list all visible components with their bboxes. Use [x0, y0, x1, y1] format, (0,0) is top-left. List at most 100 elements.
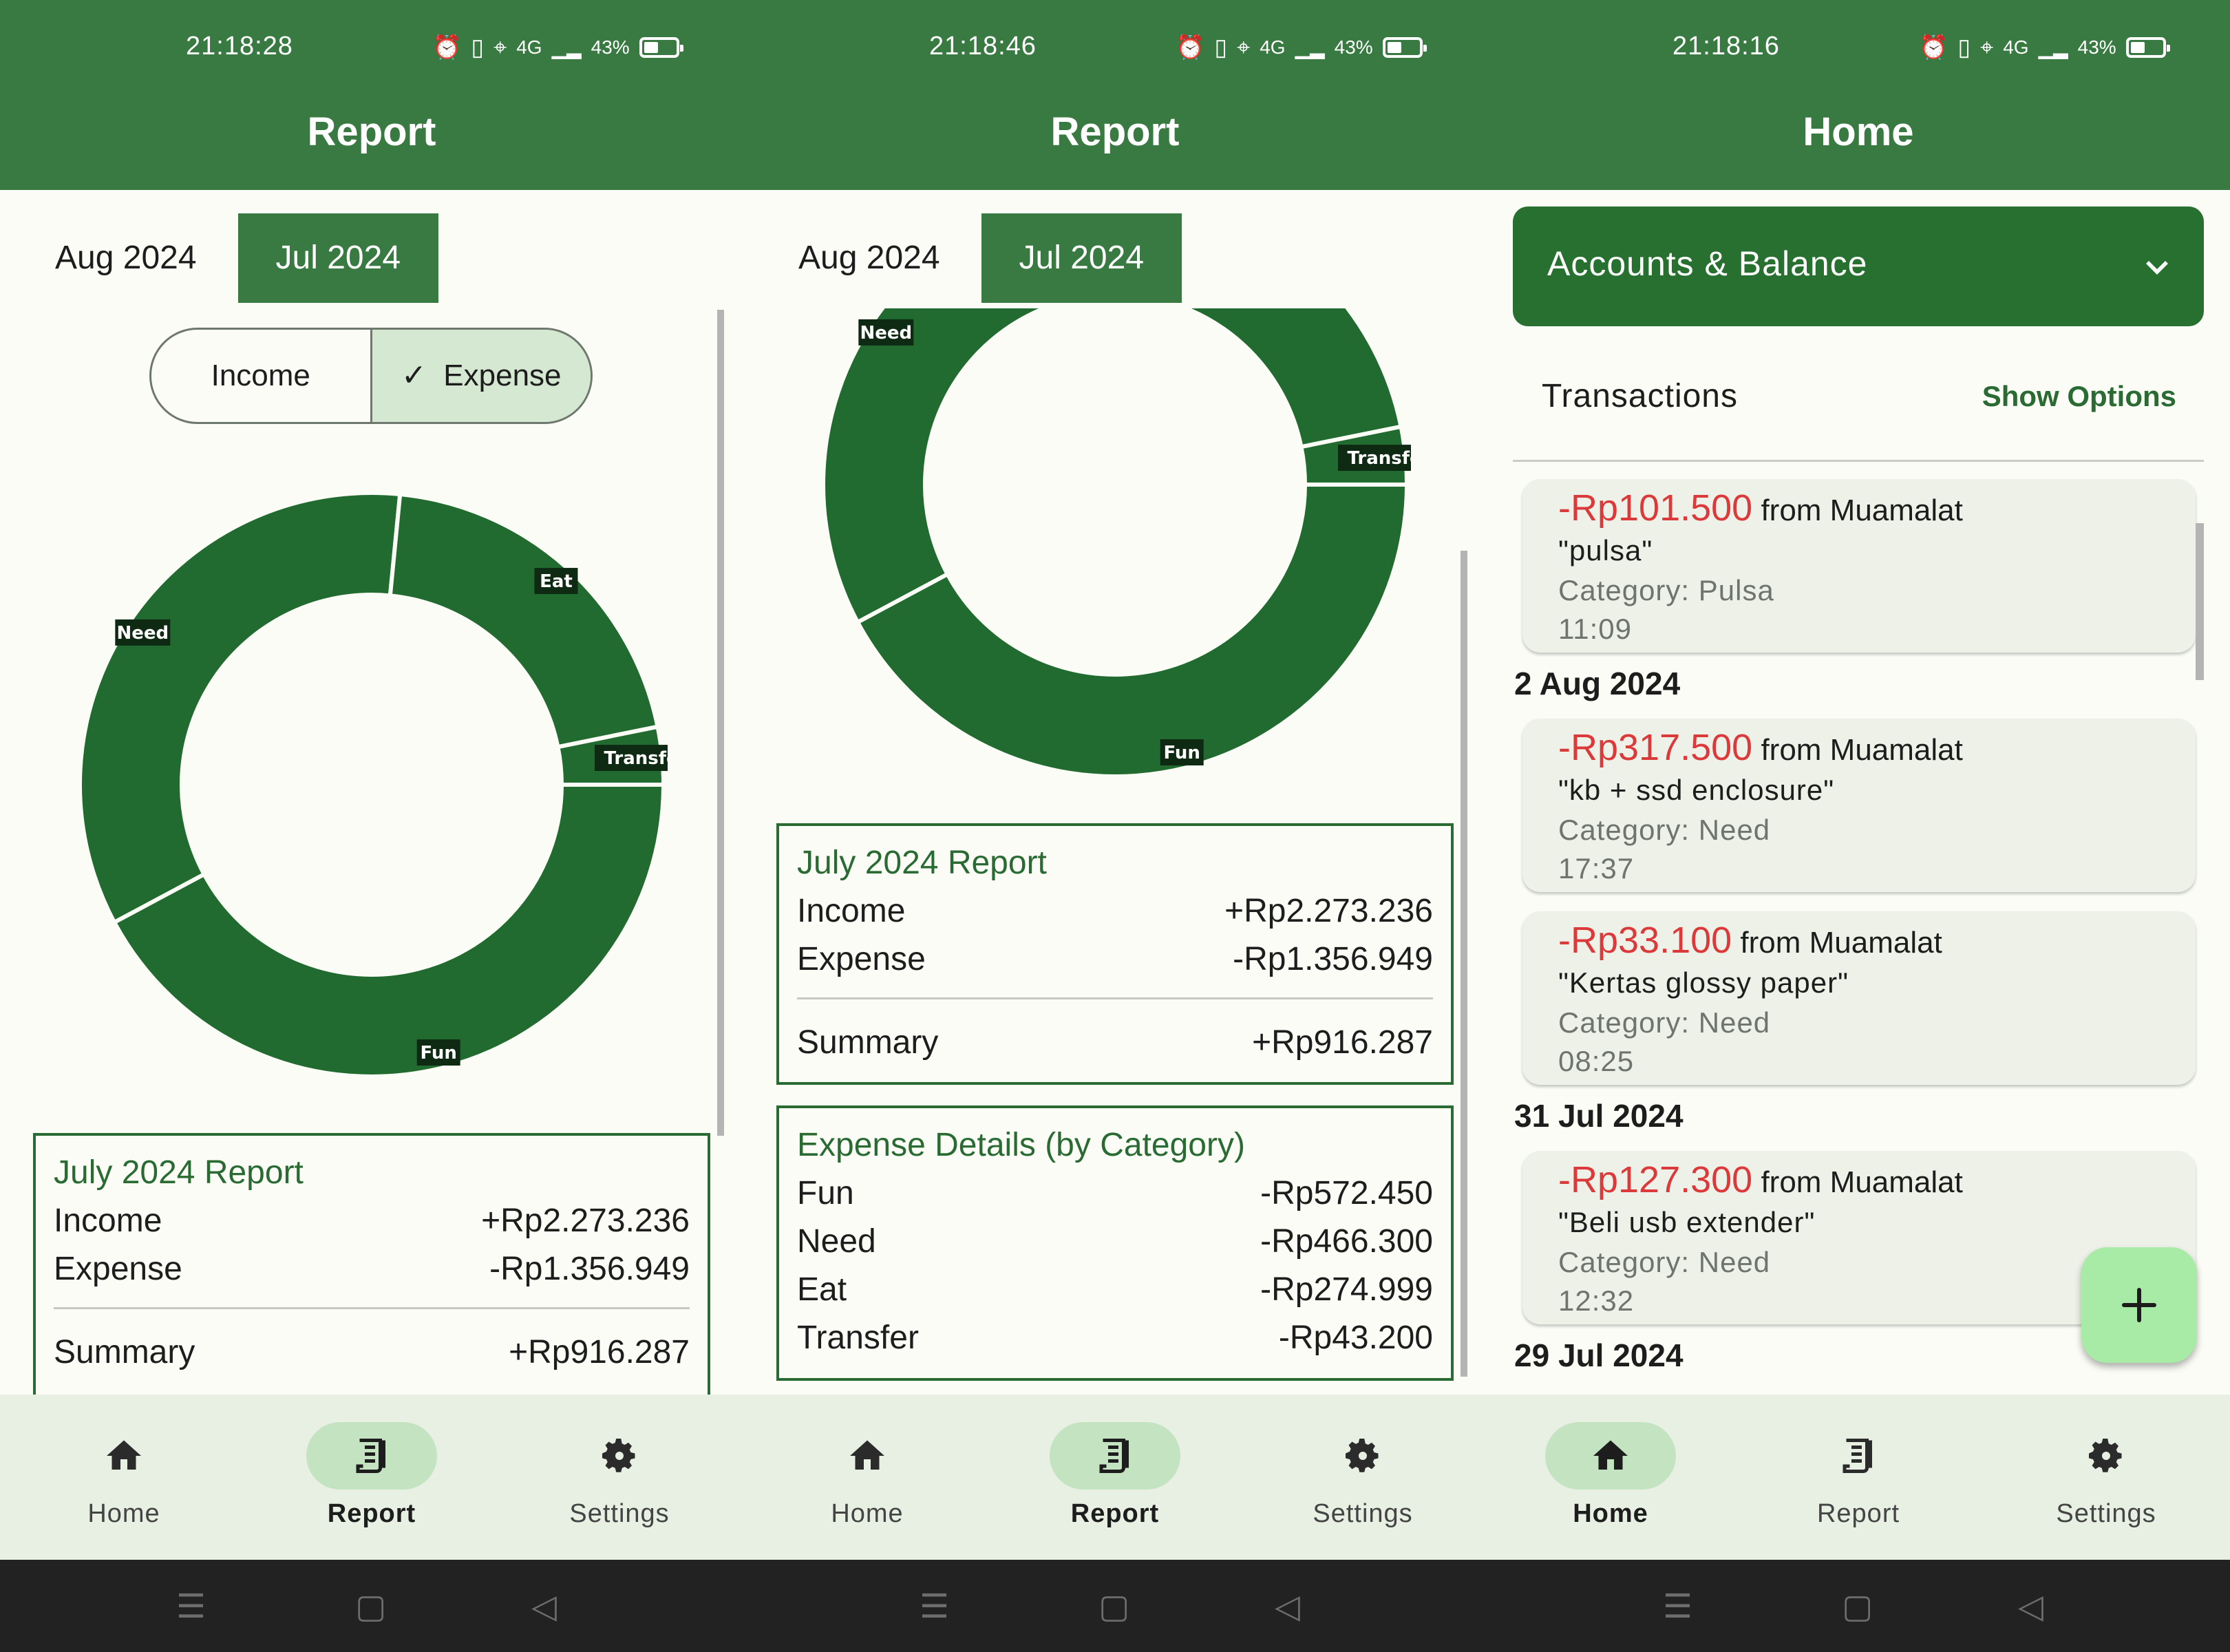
home-icon — [107, 1440, 141, 1470]
nav-home[interactable]: Home — [743, 1422, 991, 1529]
transaction-source: from Muamalat — [1740, 926, 1942, 960]
nav-home[interactable]: Home — [1487, 1422, 1734, 1529]
transaction-item[interactable]: -Rp127.300 from Muamalat "Beli usb exten… — [1522, 1151, 2196, 1324]
nav-settings[interactable]: Settings — [1982, 1422, 2230, 1529]
slice-label-bg — [115, 619, 171, 646]
signal-empty-icon: ▁▂ — [2038, 36, 2068, 59]
page-title: Home — [1803, 109, 1914, 154]
transaction-category: Category: Need — [1558, 1246, 1771, 1278]
receipt-icon — [1843, 1439, 1872, 1473]
slice-label-bg — [858, 319, 914, 346]
transaction-time: 17:37 — [1558, 852, 1635, 885]
tab-aug-2024[interactable]: Aug 2024 — [798, 240, 940, 276]
vibrate-icon: ▯ — [1214, 34, 1228, 61]
transaction-source: from Muamalat — [1761, 494, 1963, 527]
tab-jul-2024[interactable]: Jul 2024 — [237, 213, 439, 303]
income-row-value: +Rp2.273.236 — [1224, 893, 1433, 929]
add-transaction-button[interactable] — [2081, 1247, 2197, 1363]
divider — [54, 1307, 690, 1309]
status-icons: ⏰ ▯ ⌖ 4G ▁▂ 43% — [1176, 32, 1427, 63]
nav-home-label: Home — [831, 1499, 904, 1528]
status-bar: 21:18:46 ⏰ ▯ ⌖ 4G ▁▂ 43% — [743, 0, 1487, 96]
back-icon[interactable]: ◁ — [1275, 1589, 1300, 1625]
transactions-heading: Transactions — [1542, 378, 1738, 414]
nav-settings[interactable]: Settings — [496, 1422, 743, 1529]
nav-settings-label: Settings — [2056, 1499, 2156, 1528]
nav-report[interactable]: Report — [248, 1422, 496, 1529]
system-nav-bar: ☰ ▢ ◁ — [1487, 1560, 2230, 1652]
transaction-item[interactable]: -Rp33.100 from Muamalat "Kertas glossy p… — [1522, 911, 2196, 1085]
home-square-icon[interactable]: ▢ — [1098, 1589, 1130, 1625]
gear-icon — [1346, 1439, 1379, 1472]
home-icon — [1593, 1440, 1628, 1470]
transaction-amount: -Rp317.500 — [1558, 727, 1753, 768]
category-row-transfer: Transfer -Rp43.200 — [797, 1314, 1433, 1362]
income-row-label: Income — [797, 893, 906, 929]
slice-fun[interactable] — [855, 483, 1410, 779]
summary-row: Summary +Rp916.287 — [54, 1328, 690, 1377]
nav-report-label: Report — [327, 1499, 416, 1528]
signal-empty-icon: ▁▂ — [551, 36, 582, 59]
slice-eat[interactable] — [387, 491, 661, 750]
nav-home[interactable]: Home — [0, 1422, 248, 1529]
transaction-item[interactable]: -Rp317.500 from Muamalat "kb + ssd enclo… — [1522, 719, 2196, 892]
menu-icon[interactable]: ☰ — [920, 1589, 950, 1625]
income-label: Income — [211, 359, 310, 392]
scroll-area[interactable]: Fun Need Eat Transfer July 2024 Report Inco… — [743, 308, 1487, 1395]
show-options-button[interactable]: Show Options — [1982, 380, 2176, 412]
report-screen-chart: 21:18:28 ⏰ ▯ ⌖ 4G ▁▂ 43% Report Aug 2024… — [0, 0, 743, 1652]
income-row: Income +Rp2.273.236 — [797, 887, 1433, 935]
battery-icon — [2125, 37, 2170, 58]
category-label: Transfer — [797, 1320, 919, 1356]
slice-label-fun: Fun — [416, 1039, 460, 1066]
signal-icon: 4G — [1260, 36, 1286, 58]
expense-row: Expense -Rp1.356.949 — [54, 1245, 690, 1293]
signal-icon: 4G — [516, 36, 542, 58]
slice-label-need: Need — [115, 619, 171, 646]
home-square-icon[interactable]: ▢ — [1842, 1589, 1873, 1625]
battery-text: 43% — [1334, 36, 1373, 58]
back-icon[interactable]: ◁ — [531, 1589, 557, 1625]
month-tabs: Aug 2024 Jul 2024 — [28, 213, 439, 303]
back-icon[interactable]: ◁ — [2018, 1589, 2043, 1625]
bottom-nav: Home Report Settings — [1487, 1395, 2230, 1560]
nav-settings[interactable]: Settings — [1239, 1422, 1487, 1529]
category-label: Eat — [797, 1271, 847, 1308]
slice-need[interactable] — [821, 308, 1143, 625]
status-time: 21:18:28 — [186, 32, 293, 61]
scrollbar[interactable] — [1461, 551, 1467, 1377]
transaction-time: 08:25 — [1558, 1045, 1635, 1077]
gear-icon — [2089, 1439, 2122, 1472]
bottom-nav: Home Report Settings — [0, 1395, 743, 1560]
nav-report[interactable]: Report — [991, 1422, 1239, 1529]
income-segment[interactable]: Income — [151, 330, 370, 422]
menu-icon[interactable]: ☰ — [1663, 1589, 1693, 1625]
transactions-list[interactable]: -Rp101.500 from Muamalat "pulsa" Categor… — [1487, 463, 2230, 1395]
slice-label-fun: Fun — [1160, 739, 1204, 766]
slice-label-transfer: Transfer — [1338, 445, 1411, 472]
income-expense-toggle: Income ✓ Expense — [149, 328, 593, 424]
menu-icon[interactable]: ☰ — [176, 1589, 206, 1625]
tab-aug-2024[interactable]: Aug 2024 — [55, 240, 197, 276]
accounts-balance-dropdown[interactable]: Accounts & Balance — [1513, 206, 2204, 326]
slice-label-text: Transfer — [1348, 448, 1411, 469]
transaction-description: "Kertas glossy paper" — [1558, 966, 1849, 999]
tab-jul-2024[interactable]: Jul 2024 — [981, 213, 1182, 303]
slice-need[interactable] — [78, 491, 403, 925]
scrollbar[interactable] — [2196, 523, 2204, 680]
date-header: 31 Jul 2024 — [1514, 1098, 1684, 1134]
transaction-item[interactable]: -Rp101.500 from Muamalat "pulsa" Categor… — [1522, 479, 2196, 653]
slice-label-text: Transfer — [604, 748, 668, 769]
expense-segment[interactable]: ✓ Expense — [370, 330, 591, 422]
scrollbar[interactable] — [717, 310, 724, 1136]
nav-settings-label: Settings — [569, 1499, 670, 1528]
slice-label-text: Eat — [540, 571, 573, 592]
slice-eat[interactable] — [1134, 308, 1404, 449]
home-square-icon[interactable]: ▢ — [355, 1589, 387, 1625]
nav-report[interactable]: Report — [1734, 1422, 1982, 1529]
slice-fun[interactable] — [111, 783, 666, 1079]
category-value: -Rp572.450 — [1260, 1175, 1433, 1211]
transaction-time: 12:32 — [1558, 1284, 1635, 1317]
nav-home-label: Home — [1573, 1499, 1648, 1528]
report-summary-card: July 2024 Report Income +Rp2.273.236 Expe… — [776, 823, 1454, 1085]
